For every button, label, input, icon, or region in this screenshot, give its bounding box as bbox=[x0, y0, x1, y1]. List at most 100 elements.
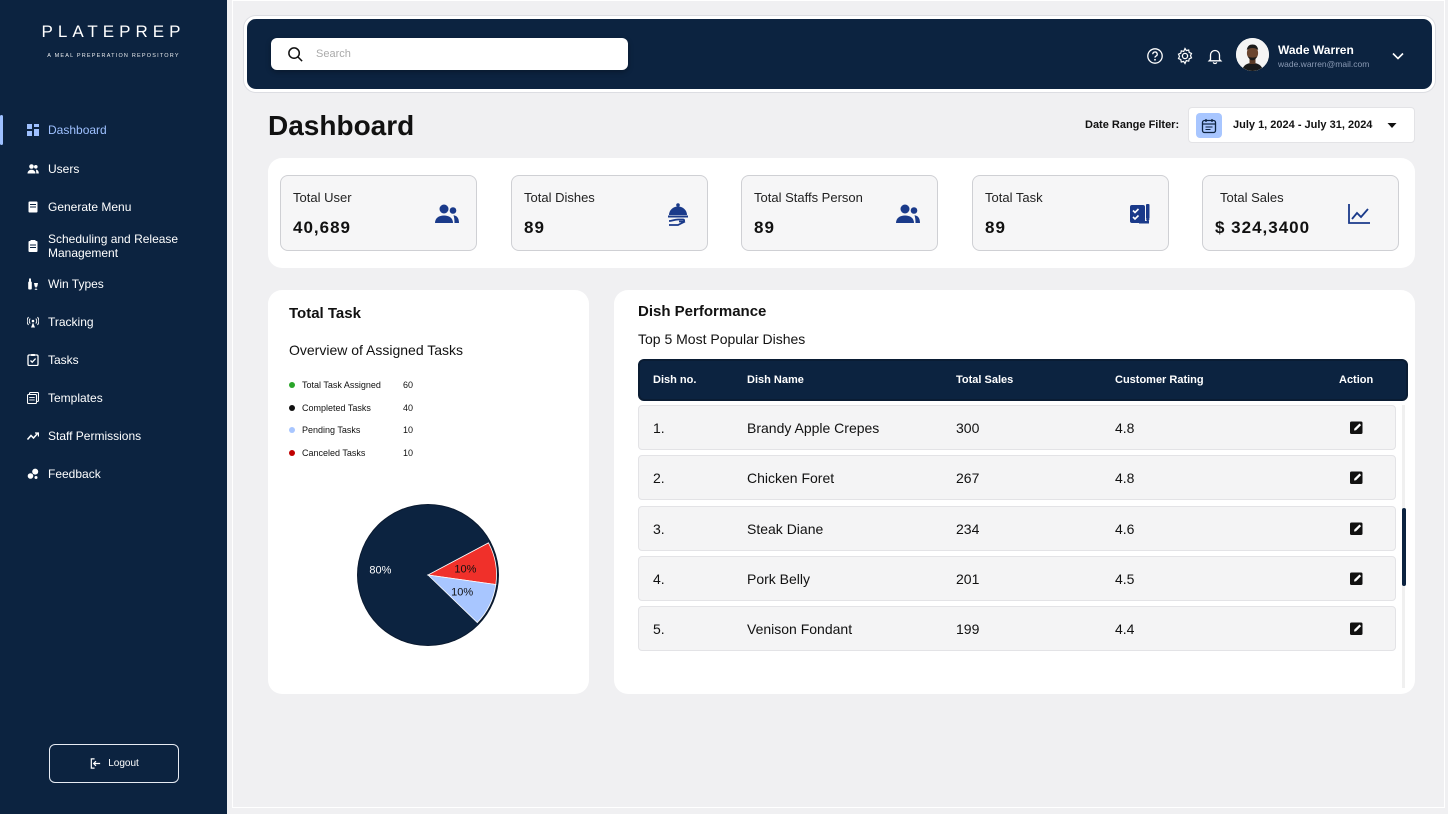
legend-item: Canceled Tasks 10 bbox=[289, 447, 413, 459]
cell-dish-name: Venison Fondant bbox=[747, 621, 853, 637]
table-row[interactable]: 4. Pork Belly 201 4.5 bbox=[638, 556, 1396, 601]
stat-card-total-sales[interactable]: Total Sales $ 324,3400 bbox=[1202, 175, 1399, 251]
sidebar-item-label: Generate Menu bbox=[48, 200, 132, 214]
cell-dish-name: Steak Diane bbox=[747, 521, 824, 537]
table-row[interactable]: 5. Venison Fondant 199 4.4 bbox=[638, 606, 1396, 651]
users-icon bbox=[434, 202, 460, 226]
users-icon bbox=[895, 202, 921, 226]
scrollbar-thumb[interactable] bbox=[1402, 508, 1406, 586]
wine-icon bbox=[26, 277, 40, 291]
dish-performance-panel: Dish Performance Top 5 Most Popular Dish… bbox=[614, 290, 1415, 694]
legend-value: 60 bbox=[403, 380, 414, 390]
sidebar-item-tasks[interactable]: Tasks bbox=[0, 342, 227, 378]
cell-dish-no: 4. bbox=[653, 571, 665, 587]
cell-customer-rating: 4.8 bbox=[1115, 420, 1135, 436]
cell-customer-rating: 4.6 bbox=[1115, 521, 1135, 537]
caret-down-icon bbox=[1385, 118, 1399, 132]
panel-subtitle: Top 5 Most Popular Dishes bbox=[638, 331, 806, 347]
chart-line-icon bbox=[1346, 202, 1372, 226]
templates-icon bbox=[26, 391, 40, 405]
sidebar-item-staff-permissions[interactable]: Staff Permissions bbox=[0, 418, 227, 454]
avatar[interactable] bbox=[1236, 38, 1269, 71]
edit-icon[interactable] bbox=[1349, 571, 1364, 586]
help-icon[interactable] bbox=[1146, 47, 1164, 65]
stat-card-total-user[interactable]: Total User 40,689 bbox=[280, 175, 477, 251]
cell-total-sales: 199 bbox=[956, 621, 980, 637]
cell-total-sales: 267 bbox=[956, 470, 980, 486]
edit-icon[interactable] bbox=[1349, 521, 1364, 536]
cell-dish-name: Brandy Apple Crepes bbox=[747, 420, 880, 436]
top-bar: Wade Warren wade.warren@mail.com bbox=[244, 16, 1435, 92]
table-header: Dish no. Dish Name Total Sales Customer … bbox=[638, 359, 1408, 401]
stat-value: 89 bbox=[985, 218, 1006, 237]
user-name: Wade Warren bbox=[1278, 43, 1354, 57]
sidebar-item-users[interactable]: Users bbox=[0, 151, 227, 187]
sidebar-item-label: Win Types bbox=[48, 277, 104, 291]
sidebar-item-label: Templates bbox=[48, 391, 103, 405]
pie-slice[interactable] bbox=[358, 505, 490, 645]
logout-button[interactable]: Logout bbox=[49, 744, 179, 783]
stat-card-total-dishes[interactable]: Total Dishes 89 bbox=[511, 175, 708, 251]
clipboard-icon bbox=[26, 239, 40, 253]
legend-item: Pending Tasks 10 bbox=[289, 424, 413, 436]
cloche-icon bbox=[665, 202, 691, 226]
edit-icon[interactable] bbox=[1349, 621, 1364, 636]
cell-customer-rating: 4.5 bbox=[1115, 571, 1135, 587]
stat-card-total-staff[interactable]: Total Staffs Person 89 bbox=[741, 175, 938, 251]
sidebar-item-label: Staff Permissions bbox=[48, 429, 142, 443]
column-header-action: Action bbox=[1339, 374, 1374, 386]
legend-item: Total Task Assigned 60 bbox=[289, 379, 413, 391]
total-task-panel: Total Task Overview of Assigned Tasks To… bbox=[268, 290, 589, 694]
legend-name: Canceled Tasks bbox=[302, 448, 366, 458]
cell-dish-no: 2. bbox=[653, 470, 665, 486]
sidebar-item-tracking[interactable]: Tracking bbox=[0, 304, 227, 340]
sidebar-item-label: Scheduling and Release Management bbox=[48, 232, 179, 260]
search-box[interactable] bbox=[271, 38, 628, 70]
table-row[interactable]: 2. Chicken Foret 267 4.8 bbox=[638, 455, 1396, 500]
sidebar-item-dashboard[interactable]: Dashboard bbox=[0, 112, 227, 148]
column-header-customer-rating[interactable]: Customer Rating bbox=[1115, 374, 1204, 386]
stat-value: 89 bbox=[754, 218, 775, 237]
pie-slice[interactable] bbox=[426, 574, 497, 624]
table-row[interactable]: 1. Brandy Apple Crepes 300 4.8 bbox=[638, 405, 1396, 450]
sidebar-item-feedback[interactable]: Feedback bbox=[0, 456, 227, 492]
pie-slice-label: 80% bbox=[369, 564, 391, 576]
sidebar: PLATEPREP A MEAL PREPERATION REPOSITORY … bbox=[0, 0, 227, 814]
column-header-total-sales[interactable]: Total Sales bbox=[956, 374, 1014, 386]
edit-icon[interactable] bbox=[1349, 470, 1364, 485]
pie-slice-label: 10% bbox=[451, 587, 473, 599]
panel-title: Total Task bbox=[289, 305, 361, 322]
date-range-label: Date Range Filter: bbox=[1085, 119, 1180, 131]
bell-icon[interactable] bbox=[1206, 47, 1224, 65]
cell-total-sales: 300 bbox=[956, 420, 980, 436]
stat-label: Total Task bbox=[985, 190, 1043, 205]
stat-label: Total Staffs Person bbox=[754, 190, 863, 205]
cell-dish-no: 1. bbox=[653, 420, 665, 436]
sidebar-item-label: Tracking bbox=[48, 315, 94, 329]
stat-label: Total User bbox=[293, 190, 352, 205]
table-row[interactable]: 3. Steak Diane 234 4.6 bbox=[638, 506, 1396, 551]
search-input[interactable] bbox=[316, 48, 606, 60]
column-header-dish-name[interactable]: Dish Name bbox=[747, 374, 804, 386]
sidebar-item-templates[interactable]: Templates bbox=[0, 380, 227, 416]
cell-customer-rating: 4.8 bbox=[1115, 470, 1135, 486]
stat-card-total-task[interactable]: Total Task 89 bbox=[972, 175, 1169, 251]
cell-dish-name: Pork Belly bbox=[747, 571, 811, 587]
legend-value: 40 bbox=[403, 403, 414, 413]
sidebar-item-win-types[interactable]: Win Types bbox=[0, 266, 227, 302]
date-range-picker[interactable]: July 1, 2024 - July 31, 2024 bbox=[1188, 107, 1415, 143]
sidebar-item-generate-menu[interactable]: Generate Menu bbox=[0, 189, 227, 225]
chevron-down-icon[interactable] bbox=[1390, 48, 1406, 64]
sidebar-item-scheduling[interactable]: Scheduling and Release Management bbox=[0, 228, 227, 264]
menu-icon bbox=[26, 200, 40, 214]
legend-name: Total Task Assigned bbox=[302, 380, 381, 390]
stat-value: $ 324,3400 bbox=[1215, 218, 1311, 237]
gear-icon[interactable] bbox=[1176, 47, 1194, 65]
sidebar-item-label: Feedback bbox=[48, 467, 101, 481]
legend-dot bbox=[289, 427, 295, 433]
stats-section: Total User 40,689 Total Dishes 89 Total … bbox=[268, 158, 1415, 268]
column-header-dish-no[interactable]: Dish no. bbox=[653, 374, 697, 386]
edit-icon[interactable] bbox=[1349, 420, 1364, 435]
legend-name: Completed Tasks bbox=[302, 403, 371, 413]
brand-name: PLATEPREP bbox=[41, 22, 186, 41]
